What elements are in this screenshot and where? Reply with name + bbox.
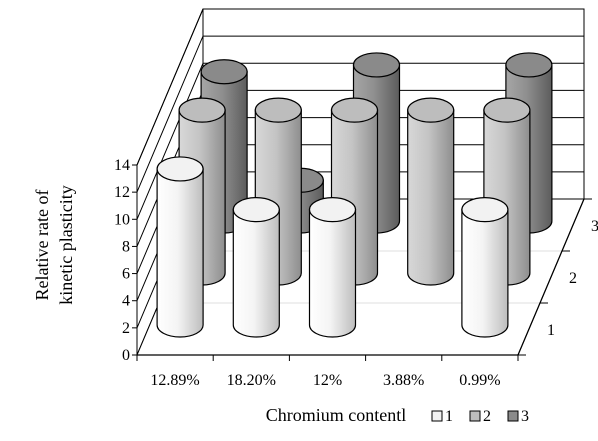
x-tick-label: 3.88% <box>383 372 424 389</box>
y-tick-label: 6 <box>122 266 130 283</box>
depth-tick-label: 2 <box>569 270 577 287</box>
legend-swatch <box>507 410 519 422</box>
y-tick-label: 12 <box>114 184 130 201</box>
bar-top <box>330 97 379 123</box>
depth-tick-label: 3 <box>591 218 598 235</box>
bar-body <box>461 209 509 338</box>
bar-top <box>178 97 226 123</box>
bar-cylinder <box>407 97 455 286</box>
y-tick-label: 4 <box>122 293 130 310</box>
y-tick-label: 2 <box>122 320 130 337</box>
bar-top <box>461 197 509 223</box>
legend: 1 2 3 <box>431 408 529 425</box>
gridline <box>136 8 584 166</box>
bar-body <box>232 209 280 338</box>
x-axis-label: Chromium contentl <box>266 405 406 425</box>
bar-top <box>156 156 204 182</box>
bar-body <box>308 209 357 338</box>
y-axis-label-line-1: Relative rate of <box>32 190 52 301</box>
bar-top <box>483 97 531 123</box>
bar-top <box>254 97 302 123</box>
legend-label: 3 <box>521 408 529 425</box>
depth-tick-label: 1 <box>547 322 555 339</box>
y-tick-label: 10 <box>114 211 130 228</box>
bar-top <box>200 59 248 85</box>
y-tick-label: 8 <box>122 238 130 255</box>
y-axis-label-line-2: kinetic plasticity <box>56 185 76 304</box>
legend-swatch <box>469 410 481 422</box>
bar-top <box>407 97 455 123</box>
bar-cylinder <box>308 197 357 338</box>
x-tick-label: 12% <box>313 372 342 389</box>
y-tick-label: 0 <box>122 347 130 364</box>
x-tick-label: 12.89% <box>150 372 199 389</box>
bar-cylinder <box>156 156 204 338</box>
chart-bars <box>156 52 553 338</box>
bar-top <box>308 197 357 223</box>
x-tick-label: 0.99% <box>459 372 500 389</box>
bar-top <box>352 52 401 78</box>
legend-swatch <box>431 410 443 422</box>
x-tick-label: 18.20% <box>227 372 276 389</box>
depth-axis-line <box>517 198 585 356</box>
legend-label: 2 <box>483 408 491 425</box>
bar-cylinder <box>461 197 509 338</box>
legend-label: 1 <box>445 408 453 425</box>
y-tick-label: 14 <box>114 157 130 174</box>
bar-cylinder <box>232 197 280 338</box>
bar-body <box>407 109 455 286</box>
bar-top <box>505 52 553 78</box>
bar-top <box>232 197 280 223</box>
bar-body <box>156 168 204 338</box>
gridline <box>136 35 584 193</box>
